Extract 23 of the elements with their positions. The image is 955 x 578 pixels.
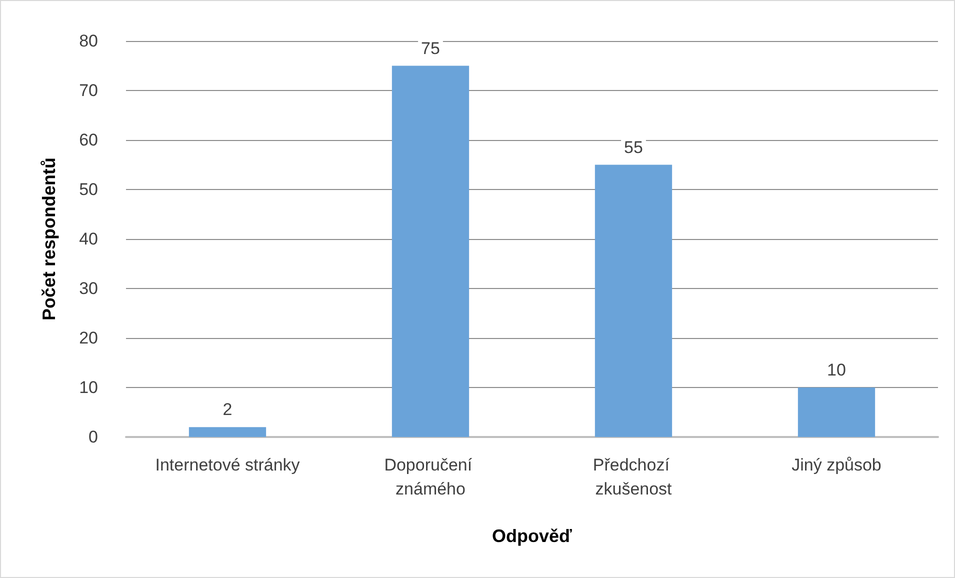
bar (188, 427, 266, 437)
bar (798, 388, 876, 437)
x-tick-label: Doporučení známého (384, 456, 477, 498)
y-tick-label: 50 (79, 180, 98, 199)
y-tick-label: 40 (79, 230, 98, 248)
y-tick-label: 80 (79, 32, 98, 50)
y-tick-label: 70 (79, 81, 98, 100)
y-tick-label: 10 (79, 378, 98, 397)
data-label: 2 (222, 400, 232, 420)
x-axis-title: Odpověď (492, 526, 572, 546)
y-tick-label: 20 (79, 328, 98, 348)
x-tick-label: Předchozí zkušenost (592, 456, 674, 498)
y-tick-label: 30 (79, 279, 98, 298)
bar (594, 164, 672, 437)
data-label: 10 (827, 360, 846, 380)
data-label: 75 (421, 38, 440, 58)
y-tick-label: 60 (79, 130, 98, 150)
bar (392, 66, 470, 437)
x-tick-label: Internetové stránky (155, 456, 300, 474)
y-tick-label: 0 (88, 428, 98, 446)
data-label: 55 (624, 138, 643, 157)
y-axis-title: Počet respondentů (39, 157, 59, 321)
x-tick-label: Jiný způsob (792, 456, 882, 474)
